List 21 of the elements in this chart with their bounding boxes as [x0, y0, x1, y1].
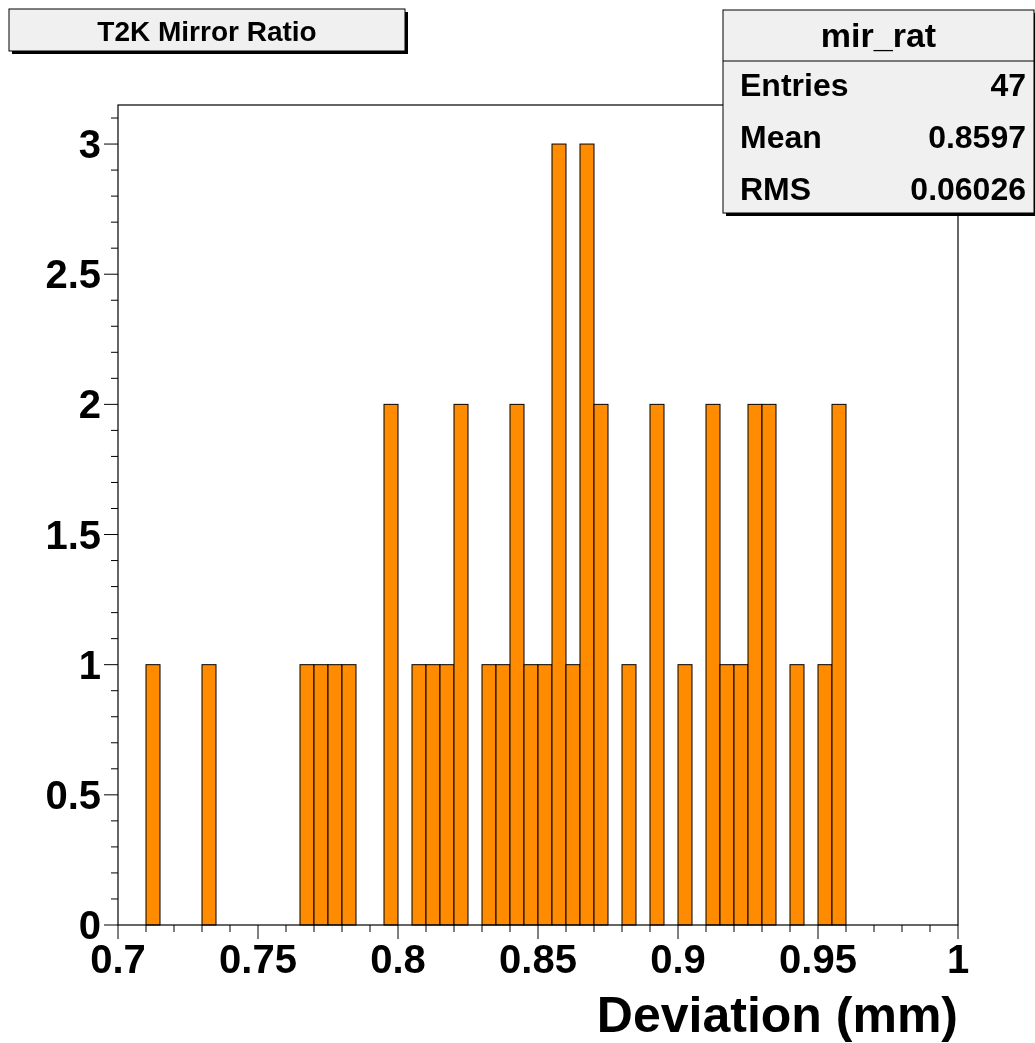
- y-tick-label: 2: [78, 382, 101, 427]
- chart-title: T2K Mirror Ratio: [97, 16, 317, 47]
- y-tick-label: 1: [78, 642, 101, 687]
- y-tick-label: 1.5: [45, 512, 101, 557]
- annotation: 0.06026: [910, 171, 1026, 207]
- y-tick-label: 2.5: [45, 252, 101, 297]
- x-axis-title: Deviation (mm): [596, 987, 958, 1043]
- x-tick-label: 0.95: [779, 937, 857, 981]
- text: Entries: [740, 67, 849, 103]
- y-tick-label: 0.5: [45, 772, 101, 817]
- annotation: RMS: [740, 171, 812, 207]
- annotation: Mean: [740, 119, 822, 155]
- x-tick-label: 0.75: [219, 937, 297, 981]
- x-tick-label: 0.8: [370, 937, 426, 981]
- x-tick-label: 1: [946, 937, 970, 981]
- annotation: 0.8597: [928, 119, 1026, 155]
- y-tick-label: 3: [78, 122, 101, 167]
- text: 47: [990, 67, 1026, 103]
- x-tick-label: 0.85: [499, 937, 577, 981]
- text: mir_rat: [820, 16, 937, 54]
- x-tick-label: 0.9: [650, 937, 706, 981]
